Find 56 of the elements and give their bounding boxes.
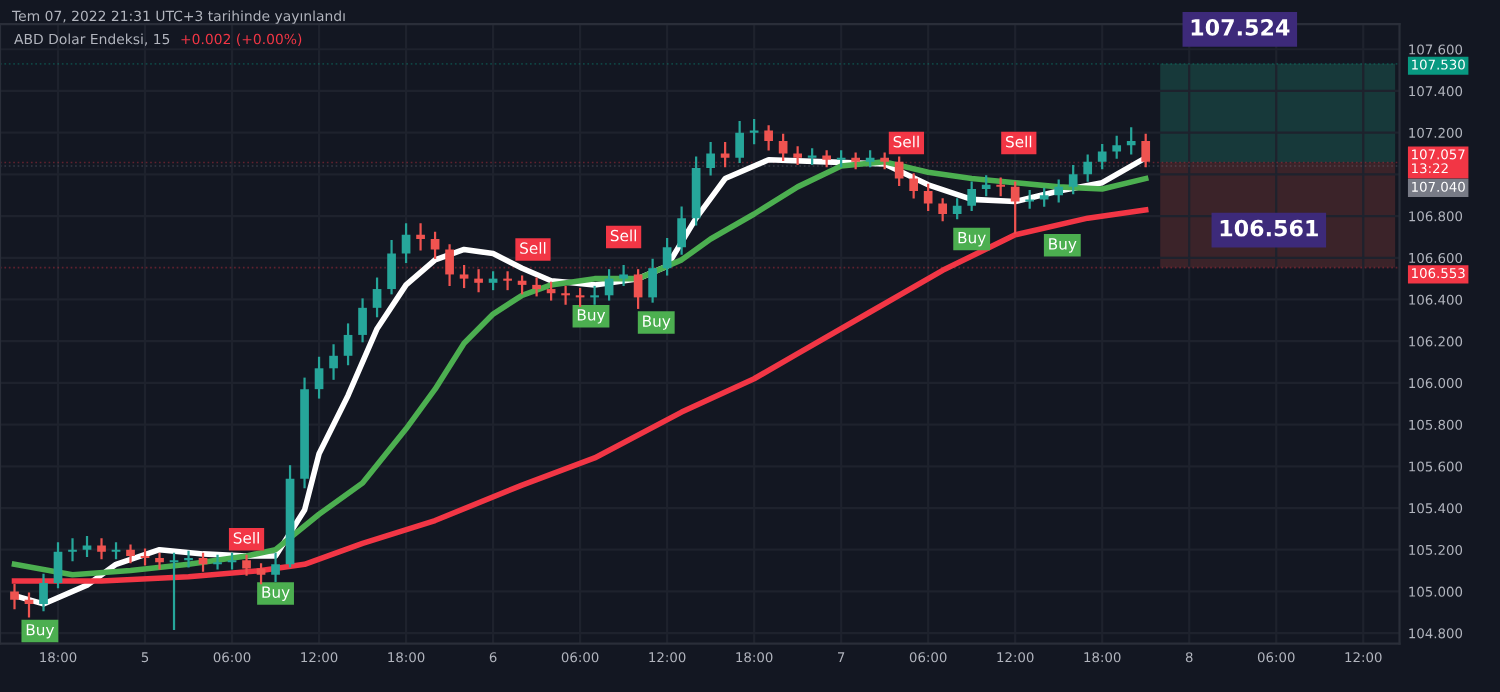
candlestick (764, 125, 773, 151)
candlestick (1068, 164, 1078, 195)
candlestick (53, 542, 63, 589)
candlestick (474, 269, 483, 293)
candlestick (938, 198, 948, 222)
candlestick (952, 198, 962, 220)
candlestick (706, 141, 715, 176)
candlestick (343, 323, 353, 366)
candlestick (401, 223, 411, 264)
candlestick (10, 584, 19, 610)
candlestick (633, 269, 643, 309)
candlestick (503, 271, 512, 291)
candlestick (1054, 179, 1064, 203)
candlestick (372, 277, 382, 318)
candlestick (1126, 127, 1136, 155)
candlestick (532, 277, 541, 297)
candlestick (1010, 181, 1020, 234)
candlestick (271, 552, 280, 583)
candlestick (590, 285, 599, 305)
candlestick (242, 554, 251, 576)
candlestick (677, 206, 686, 255)
candlestick (735, 121, 744, 163)
candlestick (445, 244, 454, 286)
candlestick (126, 544, 135, 564)
candlestick (387, 239, 396, 295)
candlestick (648, 258, 657, 303)
candlestick (778, 133, 788, 161)
candlestick (836, 150, 846, 168)
candlestick (619, 265, 628, 286)
candlestick (1097, 144, 1107, 170)
candlestick (981, 175, 991, 197)
candlestick (155, 552, 164, 570)
candlestick (213, 554, 222, 570)
candlestick (1083, 154, 1093, 182)
candlestick (358, 298, 367, 343)
candlestick (894, 156, 904, 186)
annotation: 106.561 (1220, 219, 1318, 237)
candlestick (97, 538, 106, 560)
candlestick (459, 265, 469, 289)
candlestick (967, 181, 977, 211)
candlestick (561, 285, 570, 305)
candlestick (923, 183, 933, 211)
candlestick (68, 538, 77, 562)
annotation: 107.524 (1191, 18, 1290, 36)
candlestick (314, 356, 324, 399)
candlestick (184, 550, 193, 568)
candlestick (1112, 135, 1122, 159)
candlestick (1141, 133, 1151, 168)
candlestick (256, 563, 266, 585)
candlestick (416, 223, 425, 251)
candlestick (909, 173, 919, 199)
candlestick (662, 237, 672, 276)
candlestick (39, 573, 48, 612)
candlestick (329, 344, 338, 380)
candlestick (1025, 189, 1035, 209)
candlestick (996, 177, 1006, 197)
